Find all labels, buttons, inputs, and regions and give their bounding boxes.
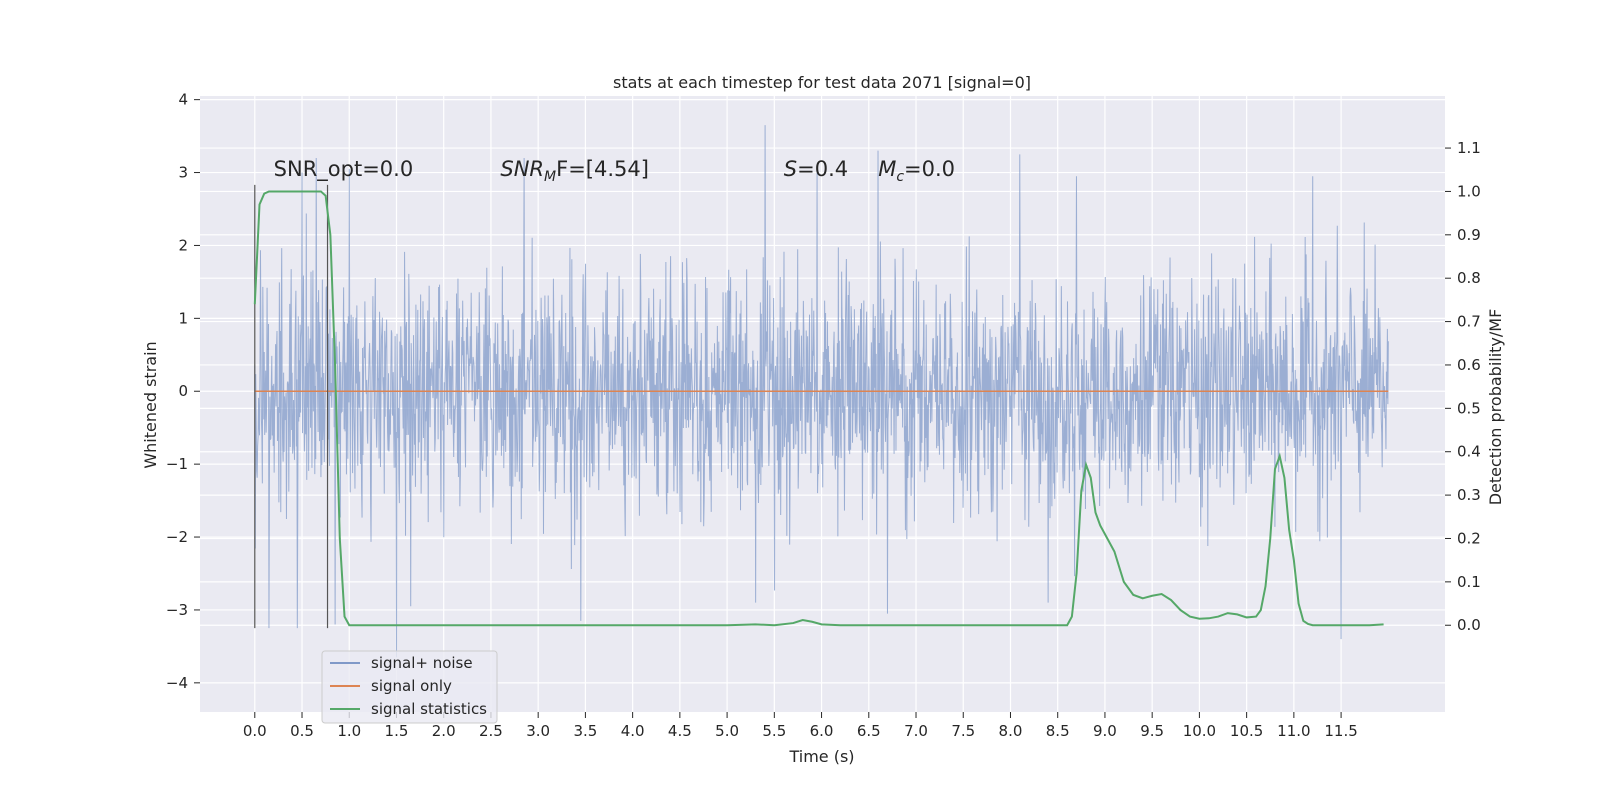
stats-layer — [253, 190, 1384, 627]
marker-layer — [254, 184, 329, 629]
x-tick-label: 3.5 — [573, 722, 597, 740]
x-tick-label: 6.5 — [857, 722, 881, 740]
x-tick-label: 1.0 — [337, 722, 361, 740]
y-left-tick-label: 0 — [178, 382, 188, 400]
y-right-tick-label: 0.2 — [1457, 529, 1481, 547]
y-right-tick-label: 0.3 — [1457, 486, 1481, 504]
x-tick-label: 10.5 — [1230, 722, 1263, 740]
y-axis-label-right: Detection probability/MF — [1486, 309, 1505, 506]
y-left-tick-label: 2 — [178, 236, 188, 254]
x-tick-label: 5.5 — [762, 722, 786, 740]
x-tick-label: 2.0 — [432, 722, 456, 740]
y-right-tick-label: 0.9 — [1457, 226, 1481, 244]
y-left-tick-label: −1 — [166, 455, 188, 473]
y-right-tick-label: 1.1 — [1457, 139, 1481, 157]
chart-title: stats at each timestep for test data 207… — [613, 73, 1031, 92]
x-tick-label: 2.5 — [479, 722, 503, 740]
series-signal-noise-line — [254, 125, 1389, 658]
y-right-tick-label: 0.0 — [1457, 616, 1481, 634]
y-right-tick-label: 0.1 — [1457, 573, 1481, 591]
legend-label-signal-noise: signal+ noise — [371, 654, 473, 672]
x-tick-label: 8.0 — [999, 722, 1023, 740]
y-right-tick-label: 0.4 — [1457, 443, 1481, 461]
x-tick-label: 4.0 — [621, 722, 645, 740]
x-tick-label: 9.0 — [1093, 722, 1117, 740]
x-tick-label: 6.0 — [810, 722, 834, 740]
y-left-tick-label: −3 — [166, 601, 188, 619]
y-left-tick-label: −2 — [166, 528, 188, 546]
y-right-tick-label: 0.6 — [1457, 356, 1481, 374]
x-tick-label: 0.5 — [290, 722, 314, 740]
x-tick-label: 7.5 — [951, 722, 975, 740]
y-axis-label-left: Whitened strain — [141, 341, 160, 468]
x-tick-label: 9.5 — [1140, 722, 1164, 740]
annotation-1: SNRMF=[4.54] — [500, 157, 649, 185]
axis-layer: 0.0 0.5 1.0 1.5 2.0 2.5 3.0 3.5 4.0 4.5 5.0 5.5 6.0 6… — [166, 91, 1481, 740]
noise-layer — [254, 125, 1389, 658]
y-right-tick-label: 0.5 — [1457, 399, 1481, 417]
y-left-tick-label: 1 — [178, 309, 188, 327]
y-right-tick-label: 1.0 — [1457, 182, 1481, 200]
y-right-tick-label: 0.7 — [1457, 313, 1481, 331]
legend-label-signal-only: signal only — [371, 677, 452, 695]
y-right-tick-label: 0.8 — [1457, 269, 1481, 287]
y-left-tick-label: 4 — [178, 91, 188, 109]
legend: signal+ noise signal only signal statist… — [321, 650, 498, 724]
series-signal-statistics-line — [253, 190, 1384, 627]
x-tick-label: 10.0 — [1183, 722, 1216, 740]
y-left-tick-label: 3 — [178, 164, 188, 182]
x-tick-label: 11.5 — [1324, 722, 1357, 740]
x-tick-label: 8.5 — [1046, 722, 1070, 740]
annotation-3: Mc=0.0 — [878, 157, 955, 185]
x-axis-label: Time (s) — [788, 747, 854, 766]
x-tick-label: 11.0 — [1277, 722, 1310, 740]
annotation-0: SNR_opt=0.0 — [274, 157, 414, 182]
x-tick-label: 7.0 — [904, 722, 928, 740]
annotation-2: S=0.4 — [784, 157, 848, 181]
x-tick-label: 3.0 — [526, 722, 550, 740]
x-tick-label: 0.0 — [243, 722, 267, 740]
annotation-layer: SNR_opt=0.0 SNRMF=[4.54] S=0.4 Mc=0.0 — [274, 157, 955, 185]
x-tick-label: 1.5 — [385, 722, 409, 740]
legend-label-signal-statistics: signal statistics — [371, 700, 487, 718]
y-left-tick-label: −4 — [166, 674, 188, 692]
x-tick-label: 4.5 — [668, 722, 692, 740]
x-tick-label: 5.0 — [715, 722, 739, 740]
